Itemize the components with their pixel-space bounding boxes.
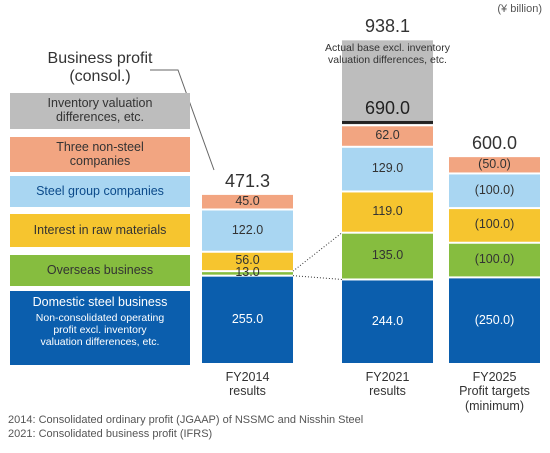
unit-label: (¥ billion): [497, 3, 542, 15]
bar-segment: [449, 157, 540, 173]
category-label: FY2021 results: [365, 370, 410, 399]
value-label: 119.0: [372, 204, 403, 219]
bar-segment: [342, 233, 433, 279]
legend-label: Steel group companies: [36, 184, 164, 198]
legend-note: Non-consolidated operating profit excl. …: [35, 312, 165, 349]
bar-segment: [342, 126, 433, 146]
connector: [292, 232, 343, 272]
value-label: 13.0: [235, 265, 260, 280]
value-label: (100.0): [474, 182, 515, 197]
bar-segment: [342, 280, 433, 363]
value-label: 122.0: [231, 222, 264, 237]
legend-swatch: [10, 214, 190, 247]
legend-label: Interest in raw materials: [33, 223, 167, 237]
leader-line: [150, 69, 215, 171]
total-label: 600.0: [471, 133, 518, 154]
legend-swatch: [10, 255, 190, 286]
category-label: FY2014 results: [225, 370, 270, 399]
legend-label: Domestic steel business: [32, 295, 168, 309]
legend-swatch: [10, 93, 190, 129]
bar-segment: [202, 272, 293, 275]
footnote: 2014: Consolidated ordinary profit (JGAA…: [8, 414, 364, 426]
total-label: 938.1: [364, 16, 411, 36]
total-label: 471.3: [224, 170, 271, 191]
annotation: Actual base excl. inventory valuation di…: [325, 42, 450, 67]
bar-segment: [449, 243, 540, 277]
bar-segment: [342, 147, 433, 191]
legend-swatch: [10, 176, 190, 207]
bar-segment: [449, 278, 540, 363]
value-label: (50.0): [478, 156, 511, 171]
legend-swatch: [10, 291, 190, 365]
legend-title: Business profit (consol.): [47, 50, 153, 86]
bar-segment: [202, 210, 293, 251]
value-label: 56.0: [235, 253, 260, 268]
bar-segment: [342, 192, 433, 232]
value-label: 45.0: [235, 193, 260, 208]
bar-segment: [202, 276, 293, 363]
value-label: 129.0: [371, 161, 404, 176]
value-label: 255.0: [231, 311, 264, 326]
value-label: (250.0): [474, 312, 515, 327]
value-label: 62.0: [375, 128, 400, 143]
subtotal-line: [342, 120, 433, 124]
value-label: 135.0: [371, 248, 404, 263]
connector: [292, 275, 343, 280]
legend-label: Inventory valuation differences, etc.: [47, 96, 153, 125]
bar-segment: [202, 194, 293, 209]
bar-segment: [342, 40, 433, 125]
bar-segment: [449, 209, 540, 242]
bar-segment: [449, 174, 540, 208]
bar-segment: [202, 252, 293, 271]
category-label: FY2025 Profit targets (minimum): [459, 370, 530, 413]
legend-swatch: [10, 137, 190, 172]
value-label: 244.0: [371, 313, 404, 328]
legend-label: Overseas business: [46, 263, 154, 277]
value-label: (100.0): [474, 252, 515, 267]
footnote: 2021: Consolidated business profit (IFRS…: [8, 428, 213, 440]
legend-label: Three non-steel companies: [56, 139, 144, 168]
value-label: (100.0): [474, 217, 515, 232]
subtotal-label: 690.0: [364, 97, 411, 118]
